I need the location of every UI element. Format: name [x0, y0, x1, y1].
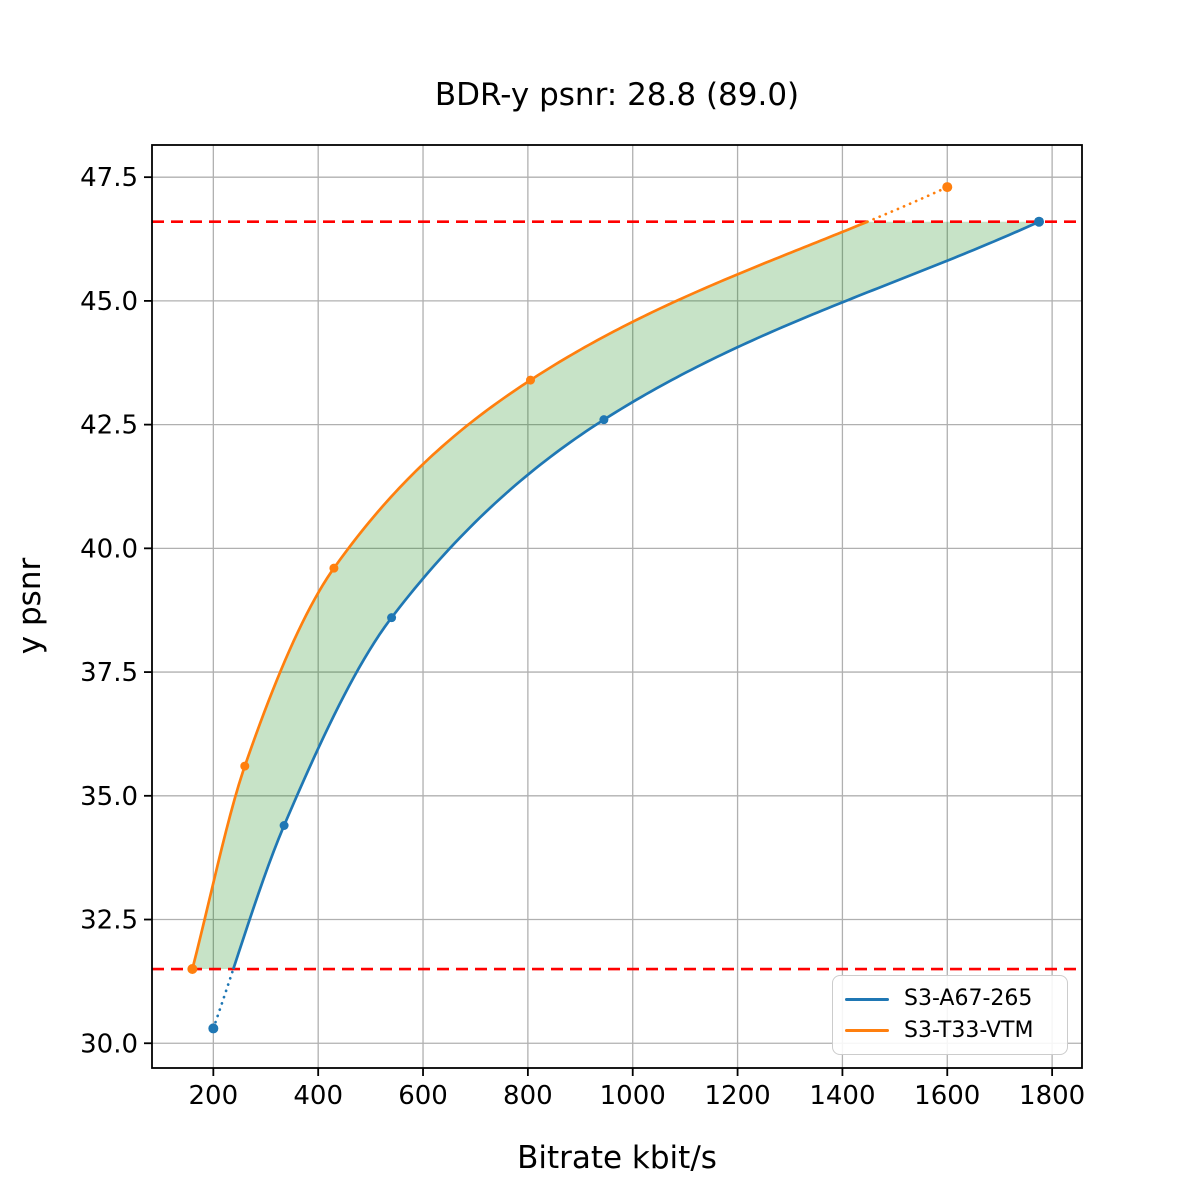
x-tick-label: 1600 — [914, 1081, 980, 1111]
data-point — [279, 820, 289, 830]
legend-entry-1: S3-T33-VTM — [845, 1018, 1055, 1044]
series-1-curve-dotted — [866, 185, 949, 224]
x-tick-label: 200 — [189, 1081, 239, 1111]
data-point — [329, 563, 339, 573]
legend-line-sample — [845, 997, 889, 1001]
y-tick-label: 32.5 — [80, 906, 138, 936]
x-tick-label: 1800 — [1019, 1081, 1085, 1111]
x-tick-label: 400 — [293, 1081, 343, 1111]
legend-line-sample — [845, 1029, 889, 1033]
data-point — [240, 761, 250, 771]
data-point — [526, 375, 536, 385]
x-axis-label: Bitrate kbit/s — [517, 1140, 717, 1176]
data-point — [1034, 216, 1045, 227]
x-tick-label: 1000 — [600, 1081, 666, 1111]
data-point — [599, 415, 609, 425]
series-0-curve-dotted — [211, 967, 235, 1030]
legend: S3-A67-265 S3-T33-VTM — [832, 975, 1068, 1055]
x-tick-label: 1200 — [704, 1081, 770, 1111]
x-tick-label: 1400 — [809, 1081, 875, 1111]
x-tick-label: 600 — [398, 1081, 448, 1111]
data-point — [208, 1023, 219, 1034]
y-tick-label: 47.5 — [80, 163, 138, 193]
y-tick-label: 30.0 — [80, 1029, 138, 1059]
y-tick-label: 35.0 — [80, 782, 138, 812]
y-tick-label: 42.5 — [80, 411, 138, 441]
data-point — [942, 182, 953, 193]
y-tick-label: 37.5 — [80, 658, 138, 688]
chart-title: BDR-y psnr: 28.8 (89.0) — [434, 77, 800, 113]
legend-label: S3-A67-265 — [904, 986, 1033, 1012]
y-tick-label: 45.0 — [80, 287, 138, 317]
series-0-curve — [232, 220, 1040, 970]
data-point — [187, 964, 198, 975]
x-tick-label: 800 — [503, 1081, 553, 1111]
bd-overlap-fill — [192, 221, 1040, 970]
data-point — [387, 613, 397, 623]
axes-frame — [151, 144, 1083, 1069]
legend-entry-0: S3-A67-265 — [845, 986, 1055, 1012]
y-tick-label: 40.0 — [80, 534, 138, 564]
gridlines — [152, 145, 1082, 1068]
legend-label: S3-T33-VTM — [904, 1017, 1034, 1043]
